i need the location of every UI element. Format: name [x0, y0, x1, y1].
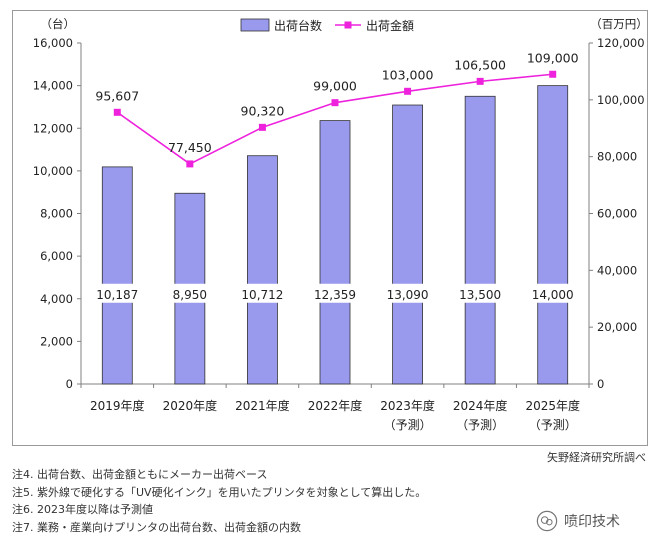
- note-item: 注7. 業務・産業向けプリンタの出荷台数、出荷金額の内数: [12, 520, 301, 534]
- wechat-icon: [536, 510, 558, 532]
- x-category-sublabel: （予測）: [529, 418, 577, 432]
- bar-value-label: 10,187: [96, 288, 138, 302]
- y-left-tick-label: 4,000: [40, 292, 73, 306]
- x-category-label: 2025年度: [525, 398, 580, 413]
- line-value-label: 90,320: [241, 103, 285, 118]
- y-left-tick-label: 2,000: [40, 334, 73, 348]
- y-left-tick-label: 14,000: [33, 79, 73, 93]
- line-point-marker: [549, 70, 557, 78]
- x-category-label: 2023年度: [380, 398, 435, 413]
- y-right-tick-label: 0: [597, 377, 604, 391]
- line-value-label: 103,000: [382, 67, 434, 82]
- line-value-label: 95,607: [95, 88, 139, 103]
- bar-value-label: 12,359: [314, 288, 356, 302]
- bar-value-label: 14,000: [532, 288, 574, 302]
- line-point-marker: [186, 160, 194, 168]
- y-left-tick-label: 16,000: [33, 36, 73, 50]
- note-item: 注5. 紫外線で硬化する「UV硬化インク」を用いたプリンタを対象として算出した。: [12, 485, 427, 499]
- notes-list: 注4. 出荷台数、出荷金額ともにメーカー出荷ベース 注5. 紫外線で硬化する「U…: [12, 466, 426, 536]
- bar-shipment-units: [319, 120, 351, 385]
- bar-label-backing: [238, 283, 287, 303]
- watermark: 喷印技术: [536, 510, 620, 532]
- y-left-tick-label: 10,000: [33, 164, 73, 178]
- y-right-tick-label: 20,000: [597, 320, 637, 334]
- line-value-label: 99,000: [313, 79, 357, 94]
- x-category-label: 2019年度: [90, 398, 145, 413]
- y-right-tick-label: 120,000: [597, 36, 645, 50]
- note-item: 注4. 出荷台数、出荷金額ともにメーカー出荷ベース: [12, 468, 268, 481]
- bar-label-backing: [165, 283, 214, 303]
- bar-value-label: 13,090: [387, 288, 429, 302]
- y-left-tick-label: 12,000: [33, 121, 73, 135]
- line-point-marker: [331, 99, 339, 107]
- y-right-tick-label: 100,000: [597, 93, 645, 107]
- bar-shipment-units: [101, 166, 133, 385]
- bar-label-backing: [383, 283, 432, 303]
- source-credit: 矢野経済研究所調べ: [547, 451, 646, 464]
- x-category-label: 2022年度: [308, 398, 363, 413]
- line-point-marker: [113, 108, 121, 116]
- bar-value-label: 8,950: [173, 288, 207, 302]
- x-category-sublabel: （予測）: [384, 418, 432, 432]
- bar-label-backing: [456, 283, 505, 303]
- bar-label-backing: [311, 283, 359, 303]
- y-left-unit-label: （台）: [41, 17, 76, 31]
- line-point-marker: [258, 123, 266, 131]
- y-right-unit-label: （百万円）: [590, 17, 647, 31]
- y-right-tick-label: 60,000: [597, 207, 637, 221]
- legend-line-marker: [344, 21, 352, 29]
- legend-bar-label: 出荷台数: [274, 18, 322, 33]
- line-value-label: 77,450: [168, 140, 212, 155]
- legend-line-label: 出荷金額: [366, 18, 414, 33]
- x-category-label: 2024年度: [453, 398, 508, 413]
- bar-shipment-units: [537, 85, 569, 385]
- y-left-tick-label: 0: [66, 377, 73, 391]
- bar-label-backing: [528, 283, 577, 303]
- x-category-sublabel: （予測）: [456, 418, 504, 432]
- chart-frame: 0 2,000 4,000 6,000 8,000 10,000 12,000 14,000 1…: [12, 10, 648, 446]
- line-point-marker: [476, 77, 484, 85]
- combo-chart: 0 2,000 4,000 6,000 8,000 10,000 12,000 14,000 1…: [33, 17, 648, 432]
- line-value-label: 106,500: [454, 57, 506, 72]
- bar-shipment-units: [392, 104, 423, 385]
- bar-label-backing: [93, 283, 142, 303]
- bar-value-label: 10,712: [241, 288, 283, 302]
- x-category-label: 2021年度: [235, 398, 290, 413]
- bar-shipment-units: [464, 95, 496, 385]
- note-item: 注6. 2023年度以降は予測値: [12, 503, 153, 516]
- y-left-tick-label: 8,000: [40, 207, 73, 221]
- bar-value-label: 13,500: [459, 288, 501, 302]
- y-right-tick-label: 40,000: [597, 263, 637, 277]
- x-category-label: 2020年度: [163, 398, 218, 413]
- line-value-label: 109,000: [527, 50, 579, 65]
- watermark-text: 喷印技术: [564, 514, 620, 530]
- bar-shipment-units: [247, 155, 278, 385]
- legend-bar-swatch: [240, 18, 270, 32]
- y-right-tick-label: 80,000: [597, 150, 637, 164]
- line-point-marker: [404, 87, 412, 95]
- y-left-tick-label: 6,000: [40, 249, 73, 263]
